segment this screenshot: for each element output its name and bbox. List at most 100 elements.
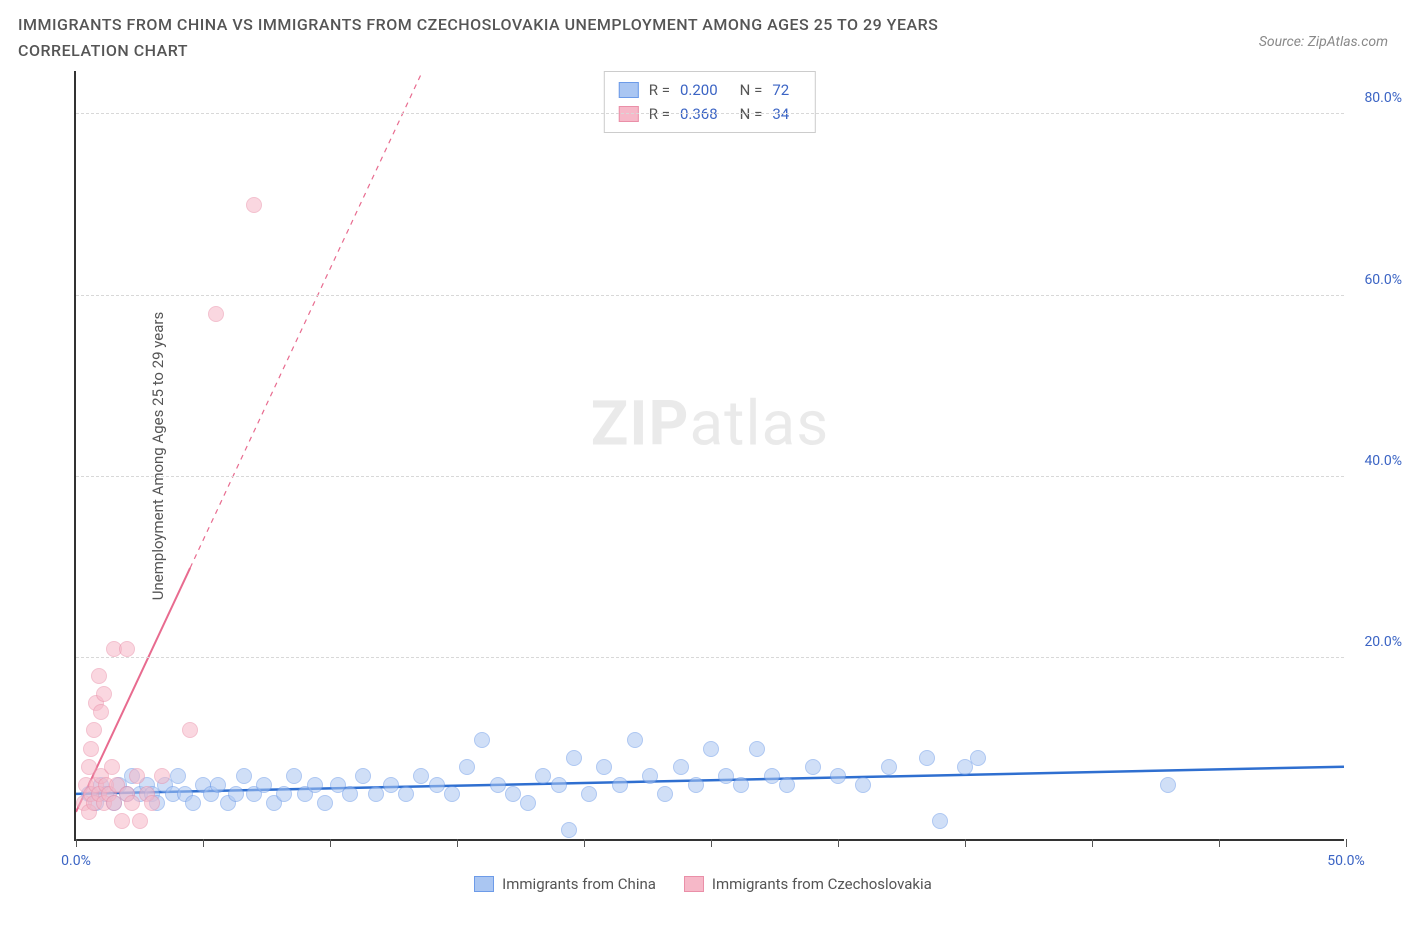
data-point (83, 741, 99, 757)
data-point (919, 750, 935, 766)
data-point (881, 759, 897, 775)
trend-lines (76, 71, 1344, 839)
data-point (520, 795, 536, 811)
data-point (855, 777, 871, 793)
legend-label-1: Immigrants from China (502, 875, 656, 893)
data-point (86, 722, 102, 738)
data-point (144, 795, 160, 811)
data-point (970, 750, 986, 766)
data-point (228, 786, 244, 802)
x-tick (330, 839, 331, 847)
data-point (210, 777, 226, 793)
data-point (124, 795, 140, 811)
data-point (657, 786, 673, 802)
watermark-bold: ZIP (591, 388, 690, 461)
data-point (342, 786, 358, 802)
data-point (256, 777, 272, 793)
data-point (779, 777, 795, 793)
x-tick-label: 0.0% (61, 853, 91, 869)
title-line-2: CORRELATION CHART (18, 38, 938, 64)
header: IMMIGRANTS FROM CHINA VS IMMIGRANTS FROM… (18, 12, 1388, 63)
x-tick (838, 839, 839, 847)
data-point (505, 786, 521, 802)
data-point (703, 741, 719, 757)
data-point (368, 786, 384, 802)
data-point (182, 722, 198, 738)
data-point (718, 768, 734, 784)
chart-area: Unemployment Among Ages 25 to 29 years Z… (18, 71, 1388, 841)
watermark-rest: atlas (689, 388, 829, 461)
data-point (154, 768, 170, 784)
data-point (246, 197, 262, 213)
x-tick-label: 50.0% (1327, 853, 1365, 869)
x-tick (711, 839, 712, 847)
data-point (627, 732, 643, 748)
data-point (132, 813, 148, 829)
data-point (490, 777, 506, 793)
data-point (749, 741, 765, 757)
chart-title: IMMIGRANTS FROM CHINA VS IMMIGRANTS FROM… (18, 12, 938, 63)
data-point (185, 795, 201, 811)
data-point (830, 768, 846, 784)
legend-item-2: Immigrants from Czechoslovakia (684, 875, 932, 893)
data-point (444, 786, 460, 802)
data-point (1160, 777, 1176, 793)
data-point (764, 768, 780, 784)
stats-legend-box: R = 0.200 N = 72 R = 0.368 N = 34 (604, 71, 816, 133)
data-point (286, 768, 302, 784)
data-point (673, 759, 689, 775)
data-point (104, 759, 120, 775)
stats-row-1: R = 0.200 N = 72 (619, 78, 801, 102)
data-point (96, 686, 112, 702)
watermark: ZIPatlas (591, 388, 830, 461)
data-point (307, 777, 323, 793)
legend-label-2: Immigrants from Czechoslovakia (712, 875, 932, 893)
data-point (612, 777, 628, 793)
data-point (317, 795, 333, 811)
r-label-1: R = (649, 78, 670, 102)
n-value-1: 72 (772, 78, 789, 102)
swatch-series-1 (474, 876, 494, 892)
gridline-h (76, 295, 1344, 296)
swatch-series-2 (684, 876, 704, 892)
data-point (932, 813, 948, 829)
x-tick (1092, 839, 1093, 847)
data-point (398, 786, 414, 802)
swatch-series-1 (619, 82, 639, 98)
data-point (91, 668, 107, 684)
scatter-plot: ZIPatlas R = 0.200 N = 72 R = 0.368 N = … (74, 71, 1344, 841)
data-point (551, 777, 567, 793)
data-point (429, 777, 445, 793)
data-point (566, 750, 582, 766)
data-point (93, 704, 109, 720)
n-label-1: N = (740, 78, 763, 102)
data-point (561, 822, 577, 838)
data-point (733, 777, 749, 793)
y-tick-label: 40.0% (1364, 453, 1402, 469)
x-tick (203, 839, 204, 847)
data-point (129, 768, 145, 784)
x-tick (76, 839, 77, 847)
x-tick (1346, 839, 1347, 847)
x-tick (1219, 839, 1220, 847)
gridline-h (76, 476, 1344, 477)
x-tick (457, 839, 458, 847)
data-point (474, 732, 490, 748)
data-point (114, 813, 130, 829)
data-point (276, 786, 292, 802)
data-point (119, 641, 135, 657)
y-tick-label: 80.0% (1364, 90, 1402, 106)
data-point (383, 777, 399, 793)
data-point (355, 768, 371, 784)
data-point (170, 768, 186, 784)
data-point (805, 759, 821, 775)
data-point (642, 768, 658, 784)
x-tick (965, 839, 966, 847)
data-point (688, 777, 704, 793)
title-line-1: IMMIGRANTS FROM CHINA VS IMMIGRANTS FROM… (18, 12, 938, 38)
data-point (535, 768, 551, 784)
data-point (581, 786, 597, 802)
data-point (236, 768, 252, 784)
y-tick-label: 20.0% (1364, 634, 1402, 650)
r-value-1: 0.200 (680, 78, 718, 102)
